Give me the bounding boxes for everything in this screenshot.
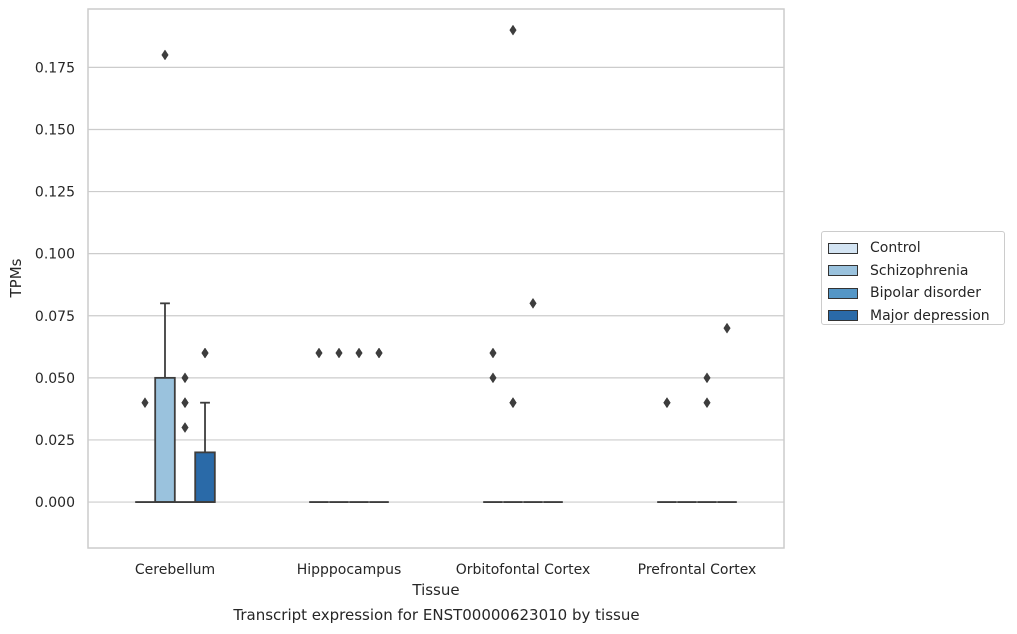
outlier-point: [181, 422, 189, 433]
y-tick-label: 0.175: [35, 60, 75, 76]
legend-item-major-depression: Major depression: [828, 305, 1004, 328]
y-tick-label: 0.000: [35, 495, 75, 511]
outlier-point: [509, 397, 517, 409]
outlier-point: [141, 397, 149, 409]
outlier-point: [703, 372, 711, 384]
outlier-point: [201, 347, 209, 359]
box-plot-marks: [135, 24, 737, 503]
legend: Control Schizophrenia Bipolar disorder M…: [821, 231, 1005, 325]
legend-item-bipolar-disorder: Bipolar disorder: [828, 282, 1004, 305]
box: [194, 451, 216, 503]
legend-swatch-schizophrenia: [828, 265, 858, 277]
outlier-point: [529, 297, 537, 309]
x-tick-label: Prefrontal Cortex: [638, 562, 757, 578]
legend-item-schizophrenia: Schizophrenia: [828, 260, 1004, 283]
legend-swatch-major-depression: [828, 310, 858, 322]
outlier-point: [509, 24, 517, 36]
legend-swatch-control: [828, 242, 858, 254]
legend-item-control: Control: [828, 237, 1004, 260]
box: [154, 376, 176, 503]
figure-caption: Transcript expression for ENST0000062301…: [233, 606, 640, 624]
y-tick-labels: 0.000 0.025 0.050 0.075 0.100 0.125 0.150 0.175: [35, 60, 75, 511]
y-tick-label: 0.100: [35, 247, 75, 263]
outlier-point: [703, 397, 711, 409]
x-tick-label: Hipppocampus: [297, 562, 402, 578]
y-tick-label: 0.025: [35, 433, 75, 449]
legend-label: Schizophrenia: [870, 262, 969, 279]
outlier-point: [315, 347, 323, 359]
outlier-point: [161, 49, 169, 61]
x-tick-label: Cerebellum: [135, 562, 215, 578]
outlier-point: [335, 347, 343, 359]
y-tick-label: 0.125: [35, 185, 75, 201]
outlier-point: [181, 372, 189, 384]
y-gridlines: [88, 66, 784, 503]
outlier-point: [489, 372, 497, 384]
x-tick-labels: Cerebellum Hipppocampus Orbitofontal Corte…: [135, 562, 756, 578]
outlier-point: [355, 347, 363, 359]
outlier-point: [489, 347, 497, 359]
outlier-point: [375, 347, 383, 359]
outlier-point: [663, 397, 671, 409]
outlier-point: [723, 322, 731, 334]
y-tick-label: 0.050: [35, 371, 75, 387]
legend-label: Control: [870, 240, 921, 257]
legend-label: Bipolar disorder: [870, 285, 982, 302]
legend-label: Major depression: [870, 307, 990, 324]
x-tick-label: Orbitofontal Cortex: [456, 562, 591, 578]
y-tick-label: 0.150: [35, 122, 75, 138]
y-axis-label: TPMs: [7, 258, 25, 298]
y-tick-label: 0.075: [35, 309, 75, 325]
outlier-point: [181, 397, 189, 409]
legend-swatch-bipolar-disorder: [828, 287, 858, 299]
plot-area-frame: [87, 8, 785, 549]
x-axis-label: Tissue: [411, 581, 459, 599]
